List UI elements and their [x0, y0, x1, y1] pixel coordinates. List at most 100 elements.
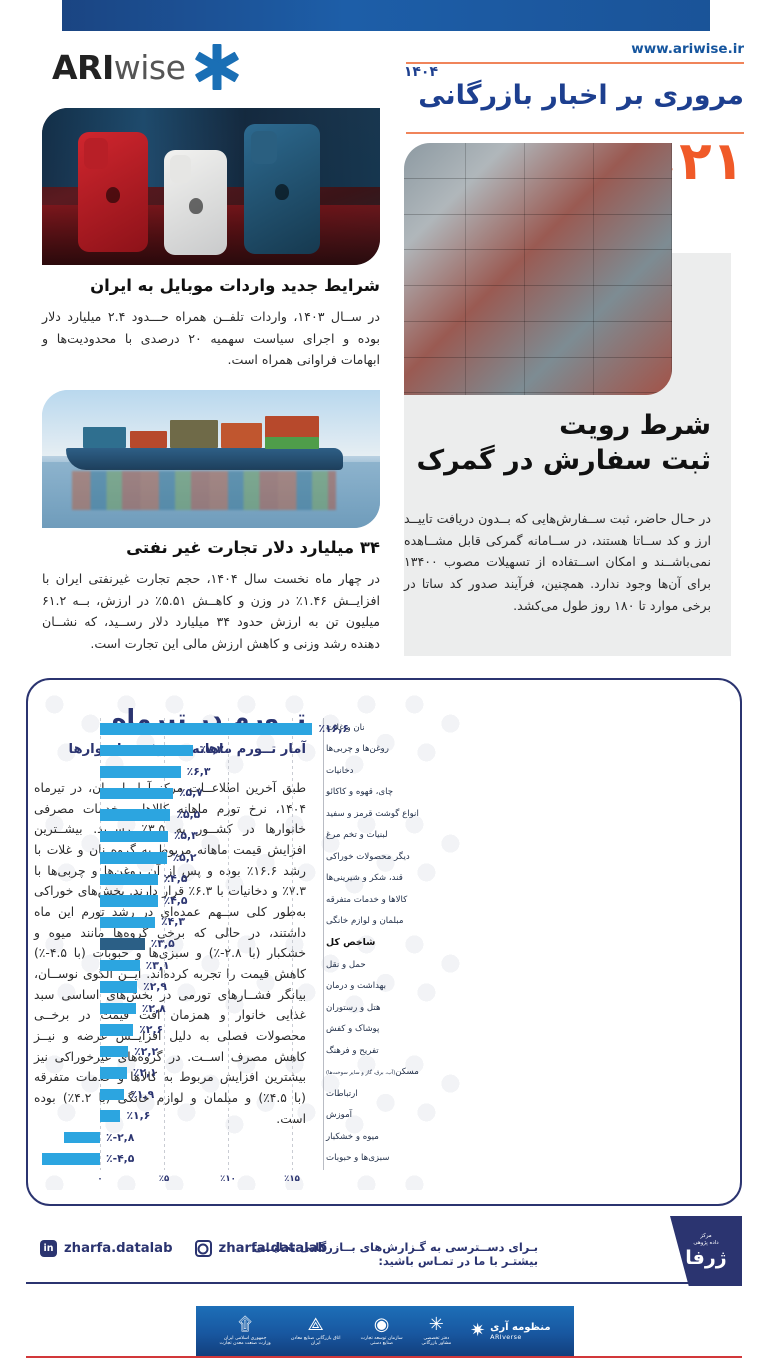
ariwise-logo[interactable]: ARIwise [52, 44, 240, 90]
bar-category-label: چای، قهوه و کاکائو [326, 787, 394, 798]
partner-name-fa: منظومه آری [490, 1321, 551, 1333]
bar-value-label: ٪۲,۱ [132, 1066, 157, 1080]
bar-value-label: ٪۵,۵ [176, 807, 201, 821]
top-bar-left-notch [0, 0, 62, 31]
bar-value-label: ٪۱,۹ [130, 1087, 155, 1101]
partner-logo: ۩ جمهوری اسلامی ایران وزارت صنعت معدن تجا… [219, 1315, 270, 1347]
partner-name-fa: سازمان توسعه تجارت صنایع دستی [360, 1335, 403, 1347]
bar-value-label: ٪۵,۷ [178, 786, 203, 800]
bar-value-label: ٪۲,۸ [141, 1001, 166, 1015]
top-bar-right-notch [710, 0, 768, 31]
partner-logo: ✳ دفتر تخصصی مشاور بازرگانی [422, 1315, 452, 1347]
logo-wordmark: ARIwise [52, 47, 186, 87]
header-year: ۱۴۰۴ [403, 64, 438, 80]
bar [100, 766, 181, 778]
bar-category-label: انواع گوشت قرمز و سفید [326, 808, 419, 819]
article-1-title: شرایط جدید واردات موبایل به ایران [90, 276, 380, 295]
bar [100, 895, 158, 907]
linkedin-icon: in [40, 1240, 57, 1257]
bar-value-label: ٪۲,۲ [134, 1044, 159, 1058]
linkedin-link[interactable]: in zharfa.datalab [40, 1240, 173, 1257]
bar-chart-plot: نان و غلات روغن‌ها و چربی‌ها دخانیات چای، ق… [36, 718, 444, 1188]
bar-value-label: ٪۳,۵ [150, 937, 175, 950]
phone-blue [244, 124, 320, 254]
x-axis-tick: ٪۱۵ [284, 1174, 300, 1184]
footer-cta-text: بـرای دســترسی به گـزارش‌های بــازرگانی … [253, 1240, 538, 1268]
bar-category-label: شاخص کل [326, 937, 376, 948]
social-links: in zharfa.datalab zharfa.datalab [40, 1240, 327, 1257]
instagram-link[interactable]: zharfa.datalab [194, 1240, 328, 1257]
bar [100, 723, 313, 735]
bar-value-label: ٪۱۶,۶ [318, 721, 349, 735]
bar-value-label: ٪۳,۱ [145, 958, 170, 972]
partner-logo-strip: منظومه آری ARIverse ✷ ✳ دفتر تخصصی مشاور باز… [196, 1306, 574, 1356]
chamber-icon: ⟁ [307, 1313, 324, 1335]
bar [100, 1110, 121, 1122]
bar-value-label: ٪۵,۳ [173, 829, 198, 843]
bottom-red-line [26, 1356, 742, 1358]
bar-value-label: ٪۲,۹ [143, 980, 167, 994]
bar [100, 1088, 125, 1101]
article-1-body: در ســال ۱۴۰۳، واردات تلفــن همراه حـــد… [42, 309, 380, 368]
zharfa-name: ژرفا [685, 1247, 727, 1270]
bar-value-label: ٪۴,۵ [163, 893, 188, 907]
category-labels: نان و غلات روغن‌ها و چربی‌ها دخانیات چای، ق… [326, 718, 444, 1170]
article-3-title: شرط رویت ثبت سفارش در گمرک [416, 410, 711, 477]
gridline [228, 718, 229, 1170]
bar-category-label: کالاها و خدمات متفرقه [326, 894, 408, 905]
article-2-body: در چهار ماه نخست سال ۱۴۰۴، حجم تجارت غیر… [42, 571, 381, 651]
bar [100, 1067, 127, 1079]
chart-paragraph: طبق آخرین اطلاعــات مرکز آمار ایــران، د… [34, 781, 307, 1126]
bar-value-label: ٪۱,۶ [126, 1109, 151, 1123]
gridline [292, 718, 293, 1170]
partner-logo: ◉ سازمان توسعه تجارت صنایع دستی [360, 1315, 403, 1347]
site-url[interactable]: www.ariwise.ir [631, 41, 744, 57]
x-axis-tick: ٪۵ [158, 1174, 170, 1184]
chart-container [26, 678, 742, 1206]
bar-category-label: حمل و نقل [326, 959, 366, 970]
top-accent-bar [0, 0, 768, 31]
bar-category-label: آموزش [326, 1110, 353, 1121]
bar-category-label: هتل و رستوران [326, 1002, 381, 1013]
footer-divider [26, 1282, 742, 1284]
logo-text-light: wise [113, 47, 186, 87]
bar-category-label: دیگر محصولات خوراکی [326, 851, 410, 862]
bar-category-label: روغن‌ها و چربی‌ها [326, 744, 389, 755]
zharfa-tagline: مرکز داده پژوهی [693, 1232, 719, 1246]
bar-category-label: میوه و خشکبار [326, 1131, 379, 1142]
cargo-ship-photo [42, 390, 380, 528]
logo-text-bold: ARI [52, 47, 114, 87]
bar-category-label: لبنیات و تخم مرغ [326, 830, 388, 841]
sunburst-icon: ✷ [470, 1320, 486, 1341]
bar [100, 959, 140, 972]
bar [100, 744, 194, 757]
bar [100, 809, 171, 821]
bar-category-label: ارتباطات [326, 1088, 358, 1099]
week-number: ۲۱ [679, 131, 744, 192]
bar [100, 916, 156, 929]
bar [64, 1131, 100, 1144]
article-3-body: در حـال حاضر، ثبت ســفارش‌هایی که بــدون… [404, 511, 711, 613]
bar-value-label: ٪-۲,۸ [106, 1130, 135, 1144]
instagram-handle: zharfa.datalab [218, 1241, 328, 1256]
asterisk-icon [195, 44, 240, 90]
bar-category-label: بهداشت و درمان [326, 981, 387, 992]
phone-white [164, 150, 227, 255]
mobile-phones-photo [42, 108, 380, 265]
bar-category-label: سبزی‌ها و حبوبات [326, 1153, 390, 1164]
bar-value-label: ٪۴,۵ [163, 872, 188, 886]
bar-value-label: ٪۷,۳ [199, 743, 224, 757]
partner-name-fa: اتاق بازرگانی صنایع معادن ایران [290, 1335, 341, 1347]
bar [100, 873, 158, 886]
bar-category-label: قند، شکر و شیرینی‌ها [326, 873, 403, 884]
bar-category-label: دخانیات [326, 765, 354, 776]
phone-red [78, 132, 148, 252]
instagram-icon [194, 1240, 212, 1257]
bar-value-label: ٪-۴,۵ [106, 1152, 135, 1166]
zharfa-logo: مرکز داده پژوهی ژرفا [670, 1216, 742, 1286]
bars-area: ۰ ٪۵ ٪۱۰ ٪۱۵ ٪۱۶,۶ ٪۷,۳ ٪۶,۳ ٪۵,۷ ٪۵,۵ ٪۵,۳ ٪۵,۲ ٪۴… [36, 718, 349, 1184]
partner-logo: منظومه آری ARIverse ✷ [470, 1322, 550, 1341]
bar [100, 1002, 136, 1015]
linkedin-handle: zharfa.datalab [64, 1241, 173, 1256]
bar-value-label: ٪۴,۳ [161, 915, 185, 929]
